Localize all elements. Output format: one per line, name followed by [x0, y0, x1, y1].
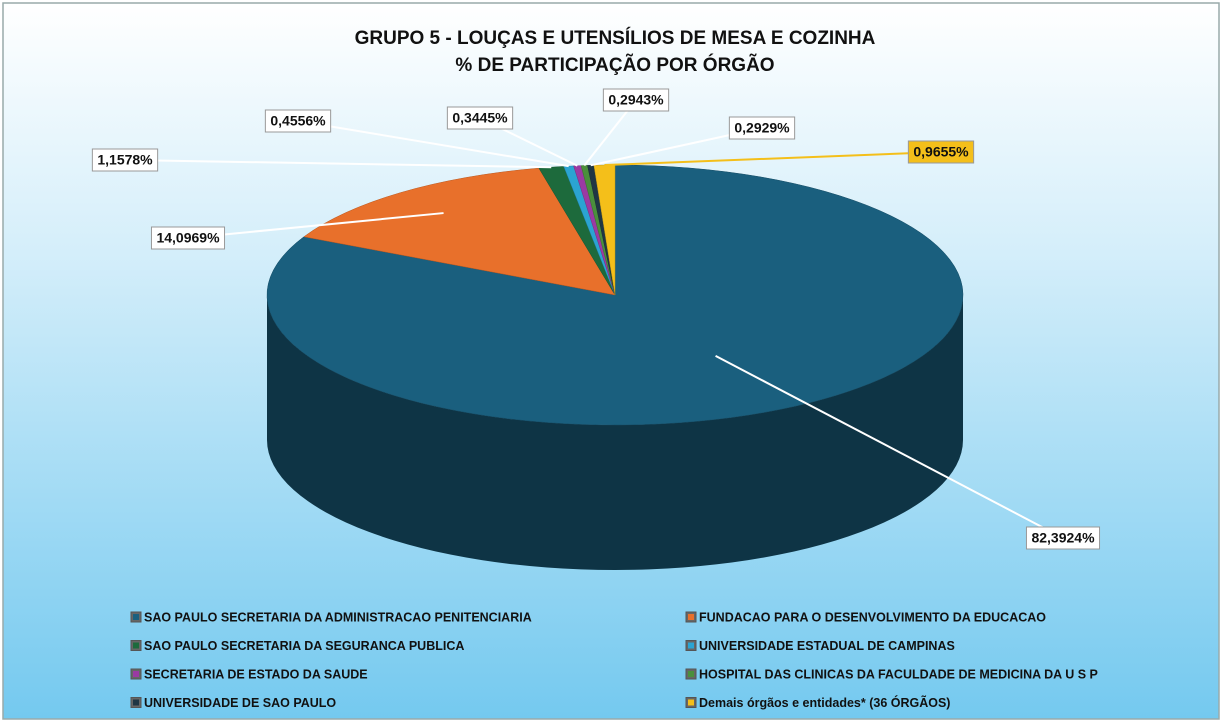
legend-label: Demais órgãos e entidades* (36 ÓRGÃOS)	[699, 695, 950, 710]
data-label-text: 1,1578%	[97, 152, 153, 168]
data-label-box	[1025, 526, 1101, 550]
data-label-box	[264, 109, 332, 133]
legend-swatch	[133, 642, 139, 649]
data-label-text: 0,2943%	[608, 92, 664, 108]
legend-label: FUNDACAO PARA O DESENVOLVIMENTO DA EDUCA…	[699, 610, 1046, 624]
legend-swatch	[688, 699, 694, 706]
data-label-text: 0,2929%	[734, 120, 790, 136]
data-label-text: 0,4556%	[270, 113, 326, 129]
legend-label: SAO PAULO SECRETARIA DA SEGURANCA PUBLIC…	[144, 639, 464, 653]
leader-line	[297, 120, 569, 168]
data-label: 14,0969%	[150, 226, 226, 250]
legend-label: HOSPITAL DAS CLINICAS DA FACULDADE DE ME…	[699, 667, 1098, 681]
data-label-box	[907, 140, 975, 164]
legend-label: SAO PAULO SECRETARIA DA ADMINISTRACAO PE…	[144, 610, 532, 624]
data-label-text: 14,0969%	[156, 230, 220, 246]
chart-subtitle: % DE PARTICIPAÇÃO POR ÓRGÃO	[455, 54, 774, 76]
data-label: 0,4556%	[264, 109, 332, 133]
data-label-text: 82,3924%	[1031, 530, 1095, 546]
legend-label: UNIVERSIDADE DE SAO PAULO	[144, 696, 336, 710]
data-label-box	[150, 226, 226, 250]
data-label: 1,1578%	[91, 148, 159, 172]
data-label-box	[446, 106, 514, 130]
data-label-box	[728, 116, 796, 140]
leader-line	[187, 212, 444, 239]
slice-side	[267, 295, 963, 570]
legend-swatch	[688, 614, 694, 620]
leader-line	[715, 354, 1064, 539]
legend-swatch	[133, 671, 139, 677]
legend-label: SECRETARIA DE ESTADO DA SAUDE	[144, 667, 368, 681]
leader-line	[124, 159, 552, 169]
data-label: 82,3924%	[1025, 526, 1101, 550]
data-label: 0,3445%	[446, 106, 514, 130]
legend-swatch	[688, 671, 694, 677]
legend-swatch	[133, 614, 139, 620]
legend-swatch	[688, 642, 694, 649]
data-label-text: 0,3445%	[452, 110, 508, 126]
data-label-box	[91, 148, 159, 172]
chart-title: GRUPO 5 - LOUÇAS E UTENSÍLIOS DE MESA E …	[355, 27, 876, 49]
data-label-text: 0,9655%	[913, 144, 969, 160]
data-label: 0,2943%	[602, 88, 670, 112]
legend-swatch	[133, 699, 139, 706]
slice	[303, 167, 616, 296]
data-label: 0,2929%	[728, 116, 796, 140]
data-label: 0,9655%	[907, 140, 975, 164]
data-label-box	[602, 88, 670, 112]
leader-line	[604, 151, 942, 167]
legend-label: UNIVERSIDADE ESTADUAL DE CAMPINAS	[699, 639, 955, 653]
